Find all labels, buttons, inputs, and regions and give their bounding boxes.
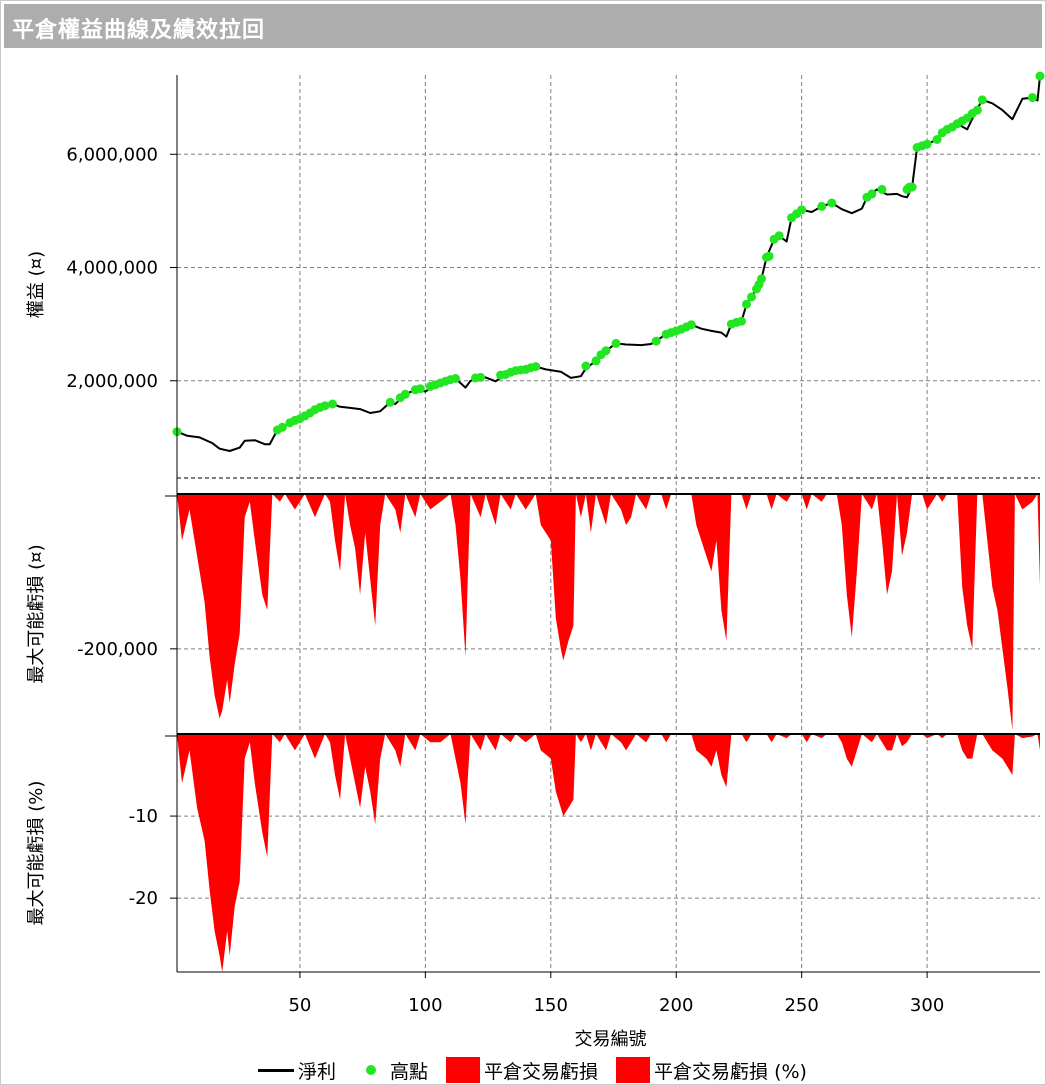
window-title: 平倉權益曲線及績效拉回	[12, 18, 266, 43]
y-tick-label: 4,000,000	[66, 258, 158, 279]
y-tick-label: -20	[129, 888, 158, 909]
high-point-marker	[972, 105, 982, 115]
axis-labels: 50 100 150 200 250 300 交易編號 2,000,000 4,000,000 6…	[26, 144, 944, 1050]
x-tick-label: 100	[408, 995, 442, 1016]
legend-item-closed-drawdown: 平倉交易虧損	[446, 1057, 598, 1084]
high-point-marker	[877, 184, 887, 194]
dot-swatch-icon	[366, 1065, 377, 1075]
high-point-marker	[1035, 71, 1045, 81]
high-point-marker	[764, 251, 774, 261]
drawdown-pct-panel	[177, 734, 1040, 972]
legend-item-closed-drawdown-pct: 平倉交易虧損 (%)	[616, 1057, 807, 1084]
legend-item-high-point: 高點	[354, 1057, 428, 1084]
high-point-marker	[932, 135, 942, 144]
high-point-marker	[611, 338, 621, 348]
x-axis-label: 交易編號	[575, 1029, 647, 1050]
high-point-marker	[797, 205, 807, 215]
high-point-marker	[277, 422, 287, 432]
high-point-marker	[922, 139, 932, 149]
y-axis-label: 最大可能虧損 (%)	[26, 781, 47, 926]
x-tick-label: 50	[288, 995, 311, 1016]
y-tick-label: 2,000,000	[66, 371, 158, 392]
high-point-marker	[1028, 93, 1037, 103]
equity-panel	[172, 71, 1045, 452]
high-point-marker	[400, 389, 410, 399]
y-axis-label: 最大可能虧損 (¤)	[26, 544, 47, 683]
high-point-marker	[581, 361, 591, 371]
drawdown-area	[177, 494, 1040, 731]
net-profit-line	[176, 75, 1041, 452]
area-swatch-icon	[446, 1057, 481, 1083]
legend: 淨利 高點 平倉交易虧損 平倉交易虧損 (%)	[258, 1056, 825, 1084]
x-tick-label: 200	[659, 995, 693, 1016]
x-tick-label: 250	[784, 995, 818, 1016]
legend-label-closed-drawdown-pct: 平倉交易虧損 (%)	[654, 1060, 807, 1083]
high-point-marker	[328, 399, 337, 409]
y-tick-label: -10	[129, 806, 158, 827]
x-tick-label: 300	[910, 995, 944, 1016]
high-point-marker	[476, 372, 486, 382]
x-tick-label: 150	[534, 995, 568, 1016]
high-point-marker	[907, 182, 917, 192]
high-point-marker	[827, 198, 837, 208]
high-point-marker	[591, 356, 601, 366]
high-point-marker	[385, 397, 395, 407]
area-swatch-icon	[616, 1057, 651, 1083]
y-axis-label: 權益 (¤)	[26, 251, 47, 318]
high-point-marker	[415, 384, 425, 394]
high-point-marker	[747, 292, 756, 302]
axes	[165, 75, 1040, 978]
high-point-marker	[686, 320, 696, 330]
y-tick-label: 6,000,000	[66, 144, 158, 165]
high-point-marker	[742, 299, 751, 309]
high-point-marker	[817, 201, 827, 211]
high-point-marker	[757, 274, 766, 284]
high-point-marker	[531, 362, 541, 372]
legend-label-net-profit: 淨利	[298, 1060, 337, 1083]
legend-label-closed-drawdown: 平倉交易虧損	[484, 1060, 599, 1083]
high-point-marker	[867, 189, 877, 199]
gridlines	[177, 75, 1040, 972]
y-tick-label: -200,000	[77, 639, 158, 660]
title-bar: 平倉權益曲線及績效拉回	[4, 4, 1042, 48]
high-point-marker	[737, 316, 746, 326]
high-point-marker	[320, 401, 330, 411]
high-point-marker	[774, 231, 784, 241]
line-swatch-icon	[258, 1068, 294, 1072]
legend-label-high-point: 高點	[390, 1060, 429, 1083]
high-point-marker	[601, 346, 611, 356]
drawdown-panel	[177, 494, 1040, 731]
drawdown-pct-area	[177, 734, 1040, 972]
high-point-marker	[451, 374, 460, 383]
legend-item-net-profit: 淨利	[258, 1057, 336, 1084]
high-point-marker	[977, 95, 987, 105]
high-point-marker	[651, 336, 661, 346]
